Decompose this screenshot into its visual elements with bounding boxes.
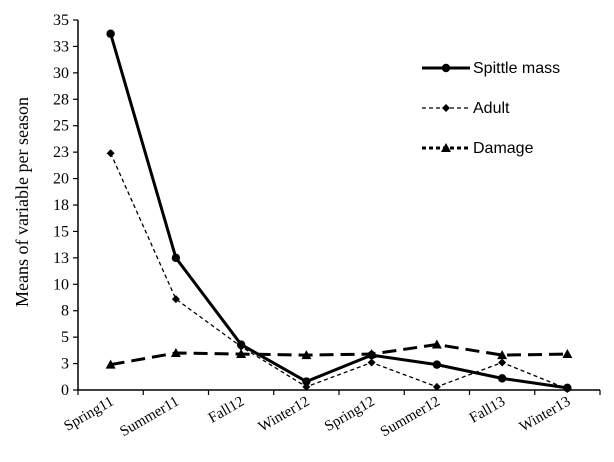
- data-point: [432, 382, 441, 391]
- data-point: [236, 349, 247, 359]
- legend-label: Damage: [473, 140, 534, 157]
- y-axis-title: Means of variable per season: [12, 97, 32, 307]
- data-point: [563, 383, 572, 393]
- x-tick-label: Winter13: [517, 394, 574, 436]
- data-point: [105, 359, 116, 369]
- y-tick-label: 3: [61, 356, 69, 373]
- data-point: [431, 339, 442, 349]
- data-point: [441, 143, 451, 152]
- legend-label: Adult: [473, 100, 510, 117]
- legend-item: Adult: [422, 100, 510, 117]
- legend-item: Spittle mass: [422, 60, 560, 77]
- data-point: [498, 358, 507, 367]
- series-line: [109, 33, 568, 390]
- data-point: [171, 295, 180, 304]
- y-tick-label: 18: [53, 197, 69, 214]
- x-tick-label: Spring11: [61, 394, 116, 435]
- y-tick-label: 23: [53, 144, 69, 161]
- series-group: [105, 29, 573, 393]
- data-point: [170, 348, 181, 357]
- y-tick-label: 0: [61, 382, 69, 399]
- data-point: [106, 29, 115, 38]
- x-tick-label: Spring12: [322, 394, 378, 435]
- legend-label: Spittle mass: [473, 60, 560, 77]
- y-tick-label: 35: [53, 12, 69, 29]
- y-tick-label: 25: [53, 118, 69, 135]
- y-tick-label: 13: [53, 250, 69, 267]
- legend-item: Damage: [422, 140, 534, 157]
- y-tick-label: 20: [53, 171, 69, 188]
- data-point: [562, 349, 573, 359]
- y-tick-label: 33: [53, 38, 69, 55]
- legend: Spittle mass Adult Damage: [422, 60, 560, 157]
- x-tick-label: Summer11: [117, 394, 182, 440]
- data-point: [432, 360, 442, 369]
- y-tick-label: 8: [61, 303, 69, 320]
- series-spittle-mass: [106, 29, 572, 393]
- x-tick-label: Fall12: [206, 394, 247, 427]
- data-point: [497, 350, 508, 360]
- y-tick-label: 15: [53, 223, 69, 240]
- data-point: [106, 149, 115, 158]
- y-tick-label: 30: [53, 65, 69, 82]
- data-point: [441, 63, 451, 73]
- data-point: [442, 104, 450, 112]
- data-point: [367, 358, 376, 367]
- data-point: [367, 350, 376, 360]
- series-line: [110, 343, 568, 367]
- x-ticks: Spring11 Summer11 Fall12 Winter12 Spring12 Su…: [61, 390, 601, 441]
- y-tick-label: 28: [53, 91, 69, 108]
- data-point: [497, 374, 507, 383]
- y-tick-label: 10: [53, 276, 69, 293]
- y-tick-label: 5: [61, 329, 69, 346]
- data-point: [301, 350, 312, 360]
- x-tick-label: Winter12: [256, 394, 313, 436]
- x-tick-label: Fall13: [467, 394, 508, 427]
- data-point: [236, 340, 246, 349]
- x-tick-label: Summer12: [378, 394, 443, 441]
- data-point: [171, 253, 181, 263]
- series-line: [110, 152, 568, 390]
- data-point: [302, 377, 311, 386]
